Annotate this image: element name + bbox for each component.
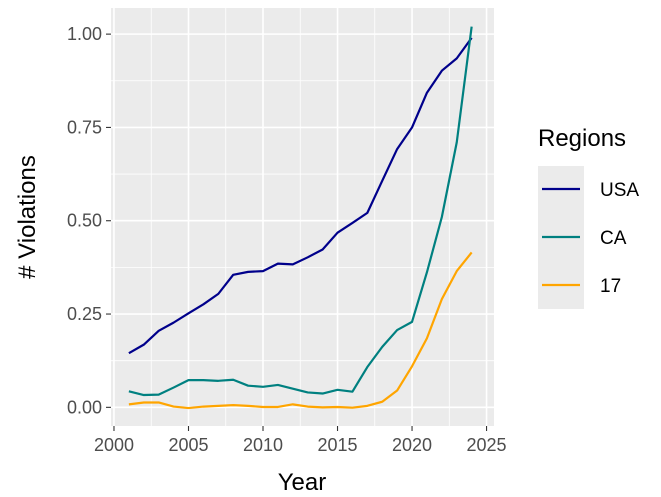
series-line-usa [128,37,473,355]
x-tick-label: 2015 [317,435,357,455]
series-line-ca [128,26,473,397]
y-tick-label: 0.75 [67,117,102,137]
grid-major [111,8,494,426]
y-tick-label: 0.50 [67,211,102,231]
x-axis-ticks: 2000 2005 2010 2015 2020 2025 [94,426,507,455]
x-tick-label: 2000 [94,435,134,455]
series-lines [128,26,473,410]
x-tick-label: 2025 [467,435,507,455]
y-axis-title: # Violations [14,155,41,279]
legend-title: Regions [538,125,626,152]
y-axis-ticks: 0.00 0.25 0.50 0.75 1.00 [67,24,111,417]
grid-minor [111,8,494,426]
legend-label-ca: CA [600,228,627,249]
series-line-17 [128,251,473,410]
x-tick-label: 2010 [243,435,283,455]
legend-label-usa: USA [600,180,639,201]
x-axis-title: Year [278,469,327,496]
legend: Regions USA CA 17 [538,125,639,309]
y-tick-label: 1.00 [67,24,102,44]
y-tick-label: 0.25 [67,304,102,324]
x-tick-label: 2020 [392,435,432,455]
legend-label-17: 17 [600,276,621,297]
plot-panel [111,8,494,426]
y-tick-label: 0.00 [67,397,102,417]
x-tick-label: 2005 [168,435,208,455]
